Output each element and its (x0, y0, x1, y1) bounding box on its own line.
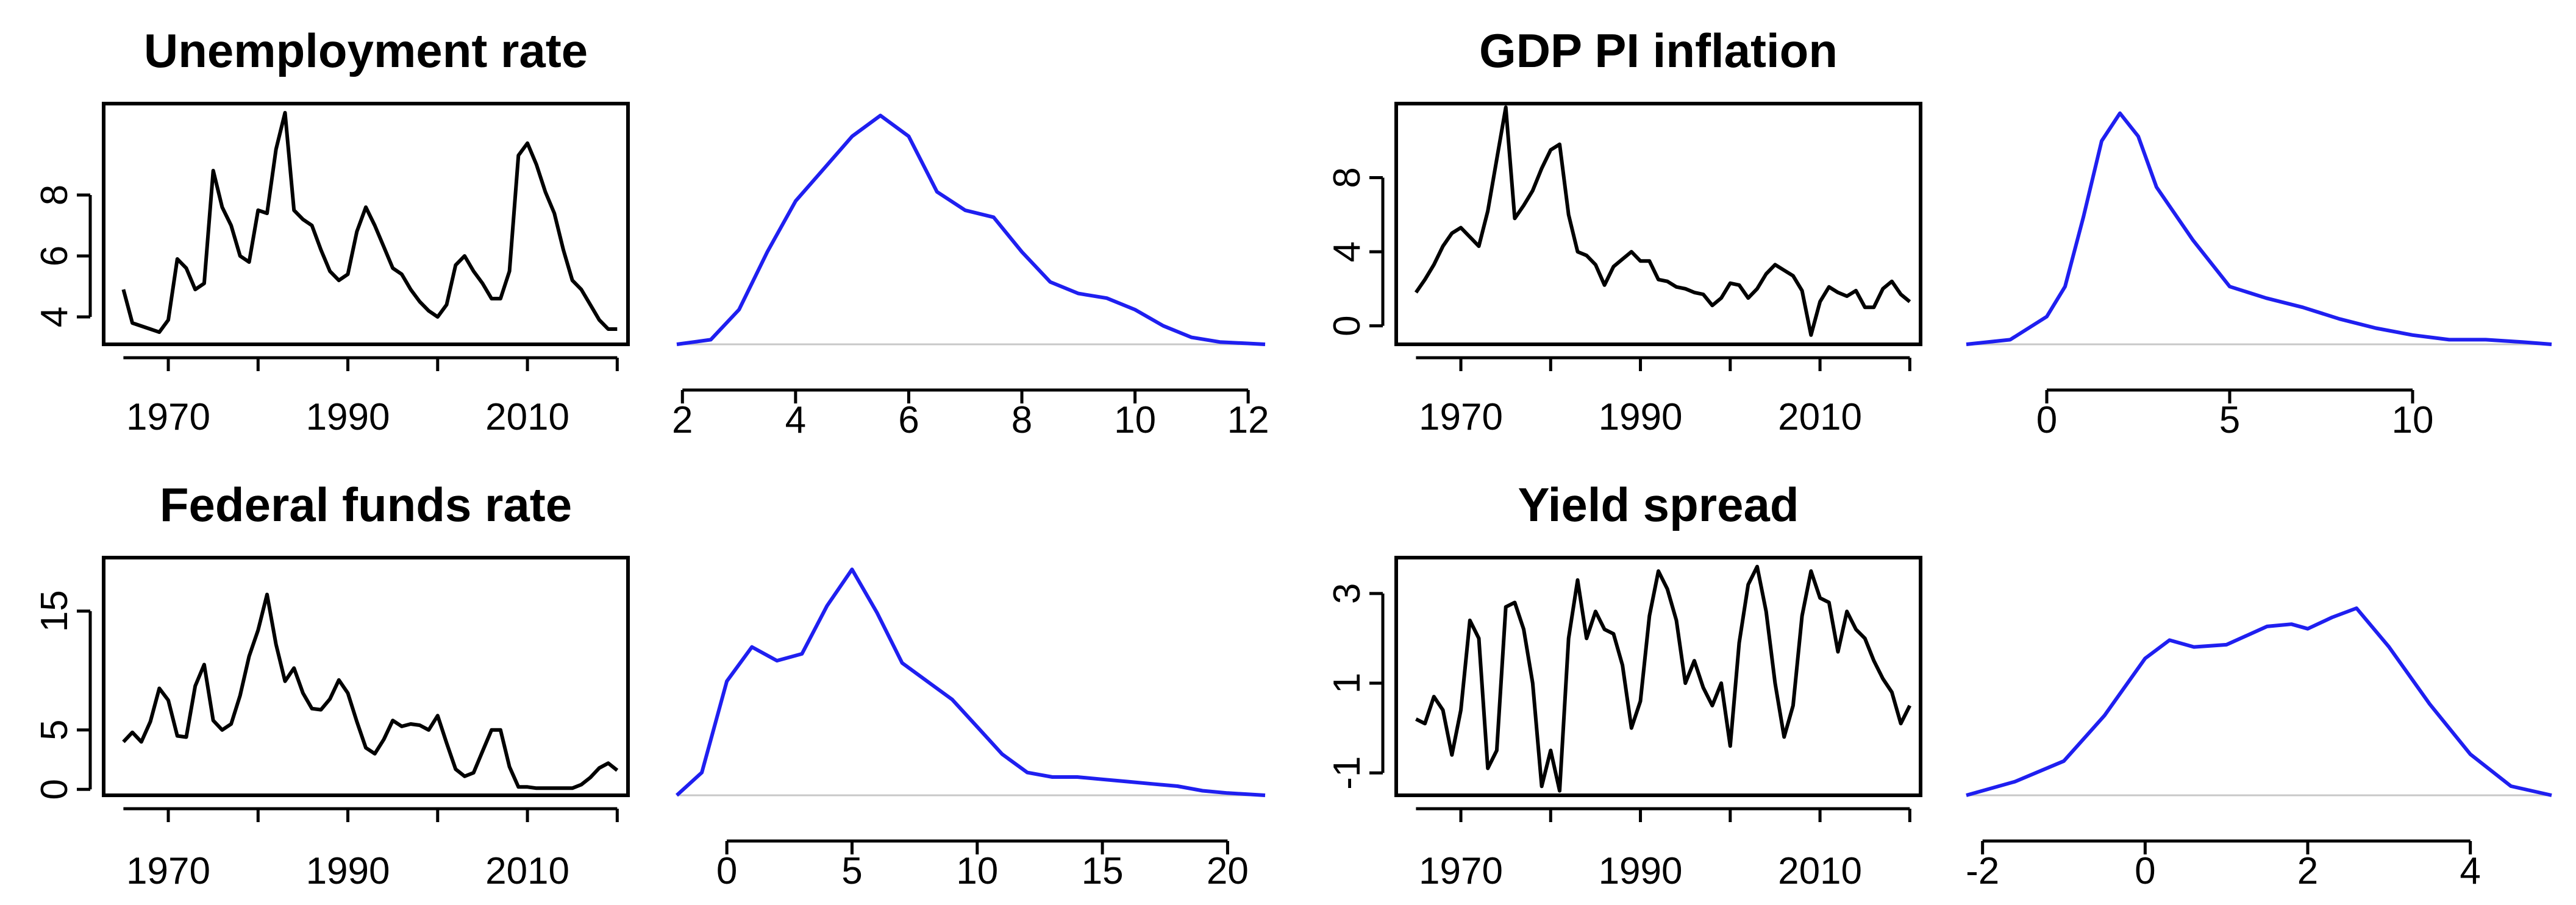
panel-1-frame (102, 102, 630, 346)
panel-7-y-tick-label: 3 (1326, 583, 1368, 604)
panel-3-title: GDP PI inflation (1479, 24, 1838, 77)
panel-2-x-tick-label: 10 (1114, 399, 1156, 441)
panel-8-x-tick-label: 4 (2460, 850, 2480, 892)
panel-6-x-tick-label: 15 (1082, 850, 1124, 892)
panel-3-x-tick-label: 2010 (1778, 396, 1862, 438)
panel-4-density-curve (1966, 111, 2552, 346)
panel-7-x-tick-label: 2010 (1778, 850, 1862, 892)
panel-5-x-tick-label: 1970 (126, 850, 210, 892)
panel-2-x-tick-label: 12 (1227, 399, 1269, 441)
panel-1-series-line (121, 111, 618, 334)
panel-7-y-tick-label: -1 (1326, 756, 1368, 790)
panel-2-x-tick-label: 6 (898, 399, 919, 441)
panel-4-x-tick-label: 5 (2219, 399, 2240, 441)
panel-2-density-curve (676, 113, 1266, 346)
panel-8-density-curve (1966, 606, 2552, 797)
panel-3-frame (1394, 102, 1922, 346)
panel-3-x-tick-label: 1970 (1419, 396, 1503, 438)
panel-5-y-tick-label: 0 (34, 779, 76, 800)
panel-5-series-line (122, 592, 619, 790)
panel-8-x-tick-label: -2 (1966, 850, 1999, 892)
panel-3-y-tick-label: 4 (1326, 241, 1368, 262)
panel-7-title: Yield spread (1518, 478, 1799, 531)
panel-1-title: Unemployment rate (144, 24, 588, 77)
panel-7-y-tick-label: 1 (1326, 673, 1368, 694)
panel-5-y-tick-label: 5 (34, 720, 76, 740)
panel-5-frame (102, 556, 630, 797)
panel-6-x-tick-label: 20 (1207, 850, 1249, 892)
panel-6-x-tick-label: 10 (956, 850, 998, 892)
panel-6-x-tick-label: 5 (841, 850, 862, 892)
panel-2-x-tick-label: 4 (785, 399, 806, 441)
panel-8-x-tick-label: 2 (2297, 850, 2318, 892)
panel-7-series-line (1415, 564, 1911, 793)
panel-4-x-tick-label: 0 (2036, 399, 2057, 441)
panel-8-x-tick-label: 0 (2135, 850, 2155, 892)
panel-6-density-curve (675, 567, 1266, 797)
panel-7-x-tick-label: 1990 (1599, 850, 1683, 892)
panel-5-y-tick-label: 15 (34, 590, 76, 632)
panel-3-y-tick-label: 8 (1326, 167, 1368, 188)
panel-2-x-tick-label: 2 (672, 399, 693, 441)
panel-1-x-tick-label: 1990 (306, 396, 390, 438)
panel-1-x-tick-label: 2010 (485, 396, 569, 438)
panel-3-y-tick-label: 0 (1326, 315, 1368, 336)
panel-4-x-tick-label: 10 (2392, 399, 2434, 441)
panel-5-title: Federal funds rate (160, 478, 572, 531)
panel-1-y-tick-label: 6 (34, 246, 76, 266)
panel-1-y-tick-label: 8 (34, 185, 76, 205)
panel-3-series-line (1414, 105, 1911, 337)
panel-7-frame (1394, 556, 1922, 797)
panel-5-x-tick-label: 2010 (485, 850, 569, 892)
panel-7-x-tick-label: 1970 (1419, 850, 1503, 892)
panel-3-x-tick-label: 1990 (1599, 396, 1683, 438)
panel-2-x-tick-label: 8 (1011, 399, 1032, 441)
panel-6-x-tick-label: 0 (716, 850, 737, 892)
panel-1-y-tick-label: 4 (34, 307, 76, 327)
panel-1-x-tick-label: 1970 (126, 396, 210, 438)
panel-5-x-tick-label: 1990 (306, 850, 390, 892)
